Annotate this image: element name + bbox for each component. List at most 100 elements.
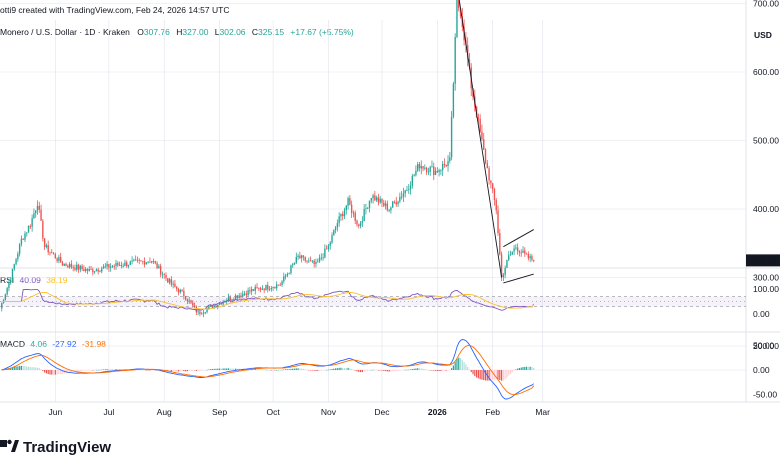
macd-histogram-bar bbox=[26, 366, 28, 370]
macd-histogram-bar bbox=[104, 369, 106, 370]
macd-histogram-bar bbox=[431, 370, 433, 371]
macd-histogram-bar bbox=[511, 370, 513, 373]
candles[interactable] bbox=[1, 0, 535, 318]
candle-body bbox=[279, 285, 281, 286]
macd-histogram-bar bbox=[70, 370, 72, 373]
macd-histogram-bar bbox=[220, 368, 222, 370]
macd-histogram-bar bbox=[367, 370, 369, 371]
candle-body bbox=[99, 271, 101, 273]
candle-body bbox=[163, 274, 165, 276]
macd-histogram-bar bbox=[474, 370, 476, 377]
candle-body bbox=[459, 8, 462, 17]
macd-histogram-bar bbox=[186, 370, 189, 372]
macd-histogram-bar bbox=[102, 369, 105, 370]
candle-body bbox=[438, 170, 440, 173]
candle-body bbox=[72, 267, 74, 268]
macd-legend[interactable]: MACD 4.06 -27.92 -31.98 bbox=[0, 339, 106, 349]
candle-body bbox=[227, 297, 230, 301]
macd-histogram-bar bbox=[415, 368, 417, 370]
macd-histogram-bar bbox=[459, 358, 462, 370]
macd-histogram-bar bbox=[427, 369, 429, 371]
tradingview-logo[interactable]: TradingView bbox=[0, 439, 111, 456]
macd-histogram-bar bbox=[44, 370, 46, 373]
macd-histogram-bar bbox=[359, 370, 362, 373]
candle-body bbox=[384, 203, 387, 206]
candle-body bbox=[63, 263, 65, 266]
macd-histogram-bar bbox=[95, 369, 97, 371]
candle-body bbox=[306, 260, 308, 262]
macd-histogram-bar bbox=[61, 370, 64, 374]
candle-body bbox=[236, 295, 239, 298]
macd-histogram-bar bbox=[354, 370, 356, 371]
candle-body bbox=[275, 284, 278, 289]
candle-body bbox=[249, 290, 251, 292]
candle-body bbox=[154, 261, 156, 264]
trendlines[interactable] bbox=[458, 0, 534, 284]
trendline bbox=[458, 0, 503, 278]
candle-body bbox=[390, 207, 392, 211]
candle-body bbox=[27, 225, 30, 233]
macd-histogram-bar bbox=[399, 370, 401, 371]
candle-body bbox=[15, 259, 17, 265]
macd-histogram-bar bbox=[393, 370, 396, 372]
rsi-pane[interactable]: 100.00 0.00 bbox=[0, 284, 779, 319]
macd-histogram-bar bbox=[381, 370, 383, 371]
macd-histogram-bar bbox=[379, 370, 381, 371]
macd-histogram-bar bbox=[77, 370, 80, 372]
macd-histogram-bar bbox=[204, 370, 206, 371]
macd-histogram-bar bbox=[529, 366, 531, 370]
candle-body bbox=[483, 139, 485, 150]
macd-histogram-bar bbox=[492, 370, 494, 380]
candle-body bbox=[31, 218, 33, 227]
macd-histogram-bar bbox=[500, 370, 503, 381]
macd-histogram-bar bbox=[252, 369, 255, 370]
rsi-legend[interactable]: RSI 40.09 38.19 bbox=[0, 275, 68, 285]
candle-body bbox=[243, 293, 246, 295]
macd-histogram-bar bbox=[352, 369, 355, 371]
macd-histogram-bar bbox=[376, 369, 378, 371]
candle-body bbox=[202, 312, 205, 314]
candle-body bbox=[345, 205, 347, 211]
macd-histogram-bar bbox=[52, 370, 55, 375]
macd-histogram-bar bbox=[442, 370, 444, 371]
trendline bbox=[503, 229, 534, 248]
macd-tick-label: 50.00 bbox=[753, 341, 775, 351]
macd-histogram-bar bbox=[365, 370, 367, 372]
candle-body bbox=[425, 167, 428, 172]
candle-body bbox=[265, 285, 267, 291]
candle-body bbox=[197, 311, 199, 313]
candle-body bbox=[320, 257, 322, 259]
macd-histogram-bar bbox=[438, 370, 440, 372]
candle-body bbox=[342, 214, 344, 217]
macd-histogram-bar bbox=[395, 370, 397, 372]
candle-body bbox=[104, 266, 107, 268]
macd-histogram-bar bbox=[94, 370, 96, 371]
candle-body bbox=[250, 289, 253, 292]
candle-body bbox=[365, 208, 367, 210]
candle-body bbox=[270, 288, 273, 290]
candle-body bbox=[134, 259, 137, 261]
macd-histogram-bar bbox=[479, 370, 481, 380]
candle-body bbox=[299, 255, 301, 259]
macd-pane[interactable]: 50.00 0.00 -50.00 bbox=[0, 339, 777, 400]
candle-body bbox=[168, 279, 171, 283]
macd-histogram-bar bbox=[417, 368, 419, 370]
macd-histogram-bar bbox=[233, 368, 235, 370]
macd-histogram-bar bbox=[288, 369, 290, 370]
symbol-title[interactable]: Monero / U.S. Dollar · 1D · Kraken O307.… bbox=[0, 27, 354, 37]
macd-histogram-bar bbox=[199, 370, 201, 371]
candle-body bbox=[77, 264, 80, 270]
macd-histogram-bar bbox=[317, 370, 319, 371]
macd-histogram-bar bbox=[388, 370, 390, 372]
candle-body bbox=[327, 245, 330, 249]
currency-button[interactable]: USD bbox=[754, 30, 772, 40]
candle-body bbox=[356, 220, 358, 225]
macd-histogram-bar bbox=[272, 370, 274, 371]
macd-histogram-bar bbox=[152, 370, 155, 371]
macd-histogram-bar bbox=[458, 357, 460, 370]
candle-body bbox=[240, 295, 242, 297]
macd-histogram-bar bbox=[254, 369, 256, 370]
candle-body bbox=[76, 264, 78, 270]
macd-histogram-bar bbox=[408, 369, 410, 371]
